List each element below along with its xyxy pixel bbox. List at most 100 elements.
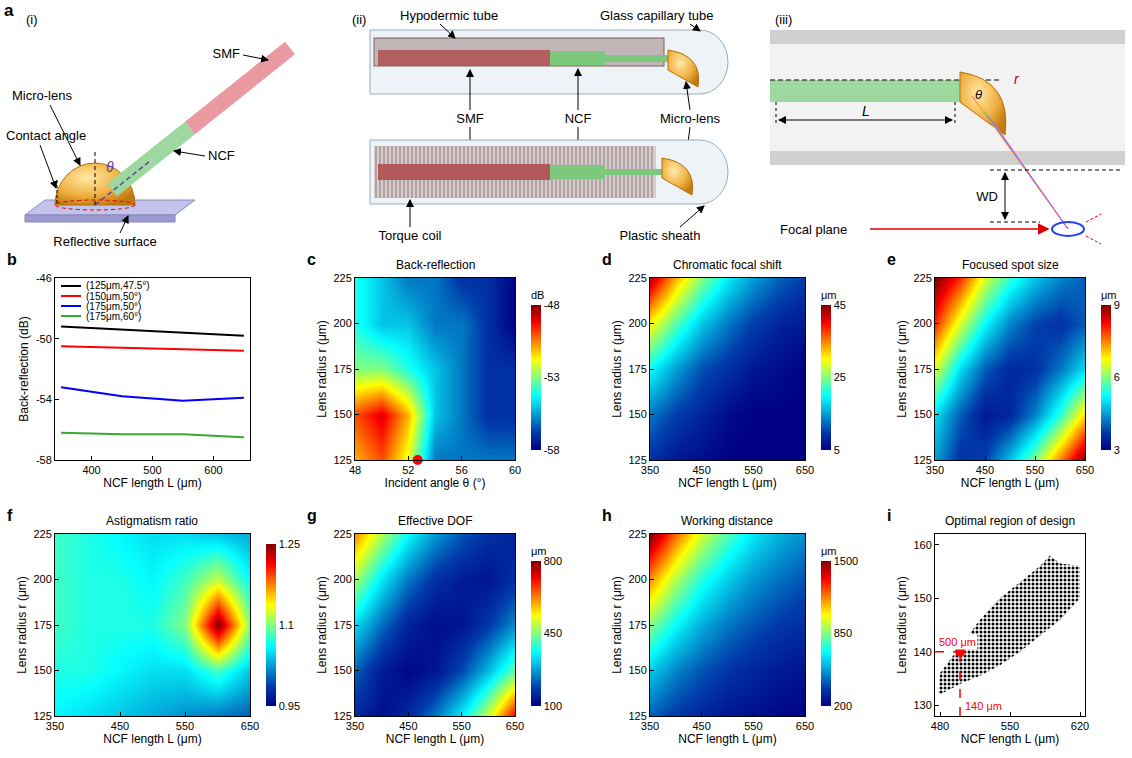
svg-text:225: 225: [628, 528, 646, 540]
svg-text:(ii): (ii): [352, 12, 366, 27]
svg-text:Back-reflection: Back-reflection: [396, 258, 475, 272]
svg-text:450: 450: [692, 464, 710, 476]
svg-text:L: L: [862, 103, 870, 119]
svg-text:r: r: [1014, 71, 1020, 87]
svg-text:125: 125: [628, 454, 646, 466]
svg-text:Optimal region of design: Optimal region of design: [945, 514, 1075, 528]
svg-text:(125μm,47.5°): (125μm,47.5°): [86, 280, 150, 291]
svg-text:-53: -53: [544, 371, 560, 383]
svg-text:160: 160: [913, 539, 931, 551]
svg-text:NCF length L (μm): NCF length L (μm): [678, 732, 777, 746]
svg-text:200: 200: [834, 700, 852, 712]
svg-text:SMF: SMF: [456, 111, 484, 126]
svg-text:NCF: NCF: [208, 148, 235, 163]
svg-text:i: i: [887, 507, 891, 524]
svg-text:Glass capillary tube: Glass capillary tube: [600, 8, 713, 23]
svg-text:200: 200: [333, 317, 351, 329]
svg-text:52: 52: [402, 464, 414, 476]
svg-text:Lens radius r (μm): Lens radius r (μm): [15, 576, 29, 674]
svg-text:650: 650: [796, 720, 814, 732]
svg-text:Lens radius r (μm): Lens radius r (μm): [895, 576, 909, 674]
svg-text:125: 125: [33, 710, 51, 722]
svg-text:c: c: [307, 251, 316, 268]
svg-text:225: 225: [628, 272, 646, 284]
svg-text:850: 850: [834, 627, 852, 639]
svg-text:350: 350: [926, 464, 944, 476]
svg-text:60: 60: [509, 464, 521, 476]
svg-text:WD: WD: [976, 189, 998, 204]
svg-text:450: 450: [399, 720, 417, 732]
svg-text:3: 3: [1114, 444, 1120, 456]
svg-text:175: 175: [628, 619, 646, 631]
svg-text:1.1: 1.1: [279, 619, 294, 631]
svg-text:500 μm: 500 μm: [939, 636, 976, 648]
svg-text:200: 200: [33, 573, 51, 585]
svg-text:480: 480: [931, 720, 949, 732]
svg-text:θ: θ: [106, 159, 114, 175]
svg-text:48: 48: [349, 464, 361, 476]
svg-text:550: 550: [1026, 464, 1044, 476]
svg-text:650: 650: [241, 720, 259, 732]
svg-text:-58: -58: [36, 454, 52, 466]
svg-text:Hypodermic tube: Hypodermic tube: [400, 8, 498, 23]
svg-text:200: 200: [333, 573, 351, 585]
svg-text:350: 350: [641, 720, 659, 732]
svg-text:125: 125: [628, 710, 646, 722]
svg-text:Effective DOF: Effective DOF: [398, 514, 472, 528]
svg-text:650: 650: [796, 464, 814, 476]
svg-text:175: 175: [33, 619, 51, 631]
svg-text:-58: -58: [544, 444, 560, 456]
svg-text:175: 175: [333, 363, 351, 375]
svg-text:450: 450: [111, 720, 129, 732]
svg-text:225: 225: [913, 272, 931, 284]
svg-text:Micro-lens: Micro-lens: [12, 88, 72, 103]
svg-text:Focused spot size: Focused spot size: [962, 258, 1059, 272]
svg-text:650: 650: [506, 720, 524, 732]
svg-text:225: 225: [33, 528, 51, 540]
svg-text:Chromatic focal shift: Chromatic focal shift: [673, 258, 782, 272]
svg-text:μm: μm: [821, 545, 837, 557]
svg-text:-50: -50: [36, 333, 52, 345]
svg-text:(175μm,50°): (175μm,50°): [86, 301, 141, 312]
svg-text:350: 350: [46, 720, 64, 732]
svg-text:6: 6: [1114, 371, 1120, 383]
svg-text:1.25: 1.25: [279, 538, 300, 550]
svg-text:350: 350: [641, 464, 659, 476]
svg-text:140 μm: 140 μm: [965, 700, 1002, 712]
svg-text:θ: θ: [975, 87, 982, 102]
svg-text:150: 150: [913, 408, 931, 420]
svg-text:NCF length L (μm): NCF length L (μm): [961, 732, 1060, 746]
svg-text:Lens radius r (μm): Lens radius r (μm): [315, 576, 329, 674]
svg-text:450: 450: [692, 720, 710, 732]
svg-text:d: d: [602, 251, 612, 268]
svg-text:Reflective surface: Reflective surface: [53, 234, 156, 249]
svg-text:800: 800: [544, 555, 562, 567]
svg-text:550: 550: [452, 720, 470, 732]
svg-text:(150μm,50°): (150μm,50°): [86, 291, 141, 302]
svg-text:(iii): (iii): [775, 12, 792, 27]
svg-text:g: g: [307, 507, 317, 524]
svg-text:140: 140: [913, 646, 931, 658]
svg-text:Working distance: Working distance: [681, 514, 773, 528]
svg-text:Incident angle θ (°): Incident angle θ (°): [385, 476, 486, 490]
svg-text:NCF length L (μm): NCF length L (μm): [103, 476, 202, 490]
svg-text:NCF length L (μm): NCF length L (μm): [961, 476, 1060, 490]
svg-text:Lens radius r (μm): Lens radius r (μm): [610, 320, 624, 418]
svg-text:650: 650: [1076, 464, 1094, 476]
svg-text:Torque coil: Torque coil: [379, 228, 442, 243]
svg-text:Lens radius r (μm): Lens radius r (μm): [315, 320, 329, 418]
svg-text:125: 125: [333, 454, 351, 466]
svg-text:f: f: [7, 507, 13, 524]
svg-text:45: 45: [834, 299, 846, 311]
svg-text:Astigmatism ratio: Astigmatism ratio: [106, 514, 198, 528]
svg-text:1500: 1500: [834, 555, 858, 567]
svg-text:μm: μm: [1101, 289, 1117, 301]
svg-text:NCF: NCF: [565, 111, 592, 126]
svg-text:0.95: 0.95: [279, 700, 300, 712]
svg-text:a: a: [4, 1, 14, 20]
svg-text:125: 125: [913, 454, 931, 466]
svg-text:Focal plane: Focal plane: [780, 222, 847, 237]
svg-text:SMF: SMF: [213, 46, 241, 61]
svg-text:150: 150: [333, 408, 351, 420]
svg-text:Lens radius r (μm): Lens radius r (μm): [610, 576, 624, 674]
